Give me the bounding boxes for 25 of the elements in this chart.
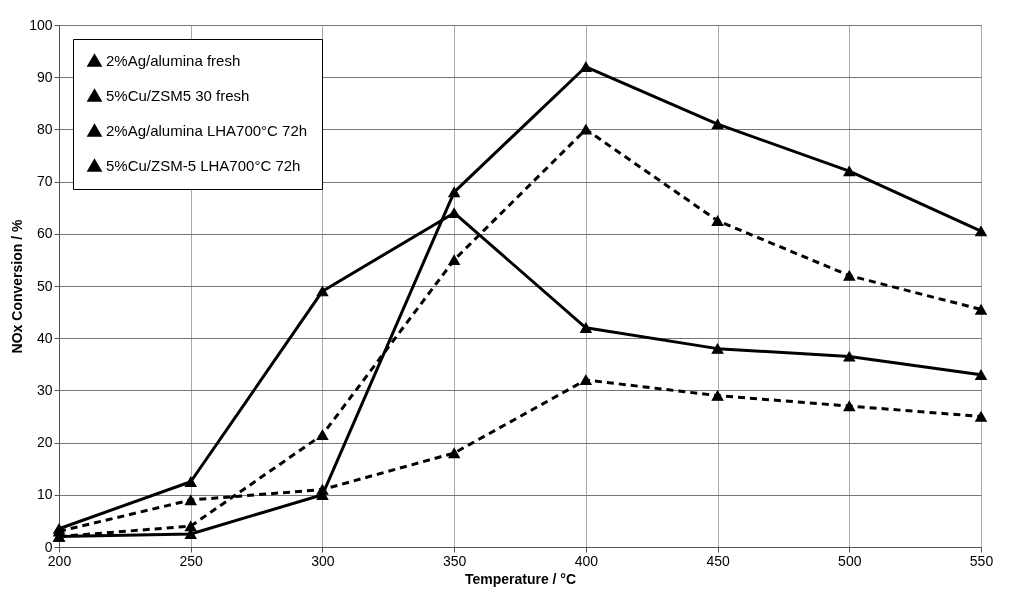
y-tick-label: 80 (36, 120, 53, 137)
y-tick-label: 30 (36, 381, 53, 398)
x-tick-label: 500 (838, 552, 862, 569)
y-tick-label: 70 (36, 173, 53, 190)
x-tick-label: 550 (969, 552, 994, 569)
legend-label: 5%Cu/ZSM5 30 fresh (106, 86, 250, 104)
y-tick-label: 50 (36, 277, 53, 294)
x-axis-title: Temperature / °C (464, 570, 577, 587)
x-tick-label: 300 (311, 552, 335, 569)
x-tick-label: 200 (47, 552, 72, 569)
legend-label: 2%Ag/alumina LHA700°C 72h (106, 121, 308, 139)
y-tick-label: 60 (36, 225, 53, 242)
y-tick-label: 20 (36, 434, 53, 451)
y-tick-label: 40 (36, 329, 53, 346)
x-tick-label: 400 (574, 552, 599, 569)
y-tick-label: 100 (29, 16, 53, 33)
y-tick-label: 0 (44, 538, 53, 555)
x-tick-label: 450 (706, 552, 730, 569)
x-tick-label: 250 (179, 552, 204, 569)
y-tick-label: 10 (36, 486, 53, 503)
legend-label: 2%Ag/alumina fresh (106, 51, 241, 69)
legend-label: 5%Cu/ZSM-5 LHA700°C 72h (106, 156, 301, 174)
y-axis-title: NOx Conversion / % (9, 219, 26, 354)
y-tick-label: 90 (36, 68, 53, 85)
x-tick-label: 350 (442, 552, 467, 569)
